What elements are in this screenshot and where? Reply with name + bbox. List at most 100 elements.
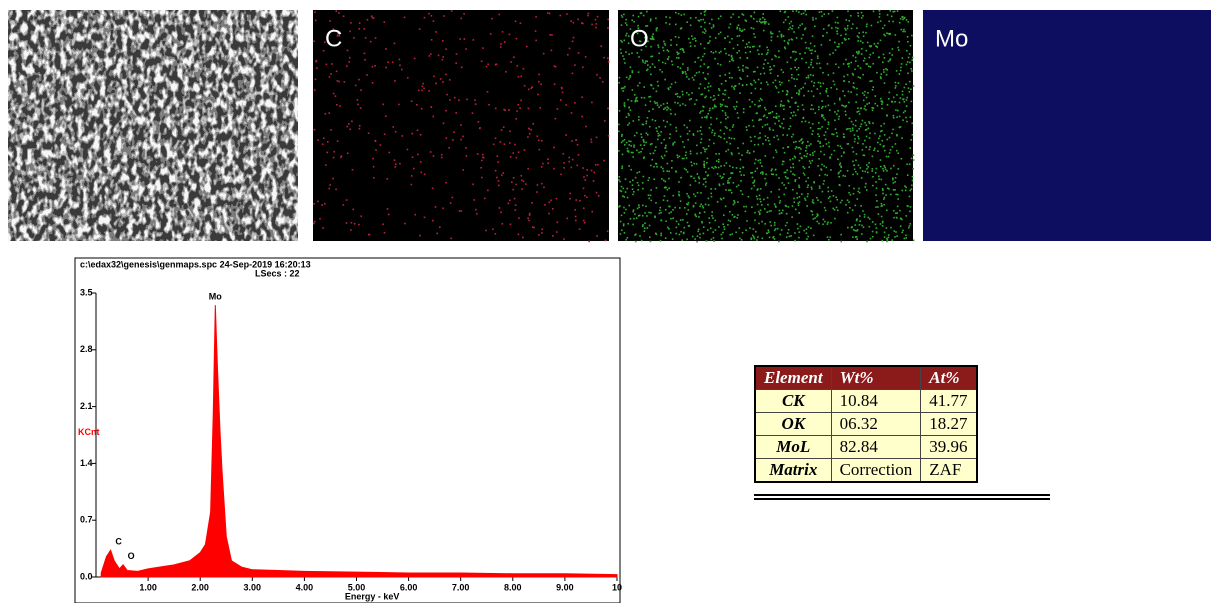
map-dot [779, 103, 782, 106]
map-dot [814, 50, 817, 53]
map-dot [810, 52, 813, 55]
map-dot [809, 49, 811, 52]
map-dot [840, 233, 842, 236]
map-dot [695, 16, 697, 19]
map-dot [586, 174, 588, 177]
map-dot [346, 49, 349, 52]
map-dot [846, 169, 849, 172]
map-dot [883, 57, 886, 59]
map-dot [453, 131, 455, 133]
map-dot [744, 210, 747, 213]
map-dot [335, 188, 337, 191]
map-dot [679, 27, 682, 30]
map-dot [849, 130, 852, 132]
map-dot [891, 54, 894, 56]
map-dot [413, 57, 416, 60]
map-dot [655, 187, 658, 189]
map-dot [900, 28, 903, 31]
map-dot [879, 130, 882, 133]
map-dot [711, 214, 713, 217]
map-dot [487, 63, 489, 66]
map-dot [766, 196, 769, 199]
map-dot [677, 223, 680, 225]
map-dot [861, 170, 864, 172]
map-dot [750, 27, 753, 29]
map-dot [894, 143, 897, 145]
map-dot [880, 77, 882, 80]
map-dot [574, 102, 576, 104]
map-dot [500, 211, 502, 214]
map-dot [382, 103, 385, 106]
map-dot [731, 57, 734, 60]
map-dot [681, 218, 684, 221]
map-dot [756, 203, 759, 206]
map-dot [556, 108, 559, 110]
map-dot [764, 21, 766, 24]
map-dot [666, 120, 668, 123]
map-dot [849, 127, 851, 130]
map-dot [482, 156, 484, 159]
map-dot [687, 195, 690, 197]
map-dot [827, 24, 830, 27]
map-dot [733, 88, 736, 90]
map-dot [727, 148, 730, 151]
map-dot [886, 237, 888, 240]
spectrum-area [100, 305, 618, 578]
map-dot [707, 145, 710, 147]
map-dot [750, 172, 752, 174]
map-dot [861, 41, 864, 44]
map-dot [719, 129, 722, 132]
map-dot [542, 52, 545, 55]
map-dot [881, 101, 884, 104]
map-dot [773, 203, 776, 205]
map-dot [561, 87, 563, 90]
map-dot [820, 44, 823, 46]
map-dot [703, 166, 706, 169]
map-dot [452, 139, 454, 141]
map-dot [705, 181, 707, 183]
map-dot [750, 140, 753, 142]
map-dot [908, 53, 911, 55]
map-dot [804, 52, 806, 54]
map-dot [672, 217, 674, 220]
map-dot [816, 88, 819, 90]
y-tick-label: 2.1 [80, 401, 93, 411]
map-dot [805, 47, 808, 49]
map-dot [736, 217, 739, 219]
map-dot [509, 130, 511, 133]
map-dot [621, 167, 623, 170]
map-dot [792, 133, 795, 136]
map-dot [643, 141, 645, 143]
map-dot [635, 132, 638, 134]
map-dot [860, 17, 863, 19]
map-dot [854, 138, 856, 140]
map-dot [653, 100, 656, 103]
map-dot [794, 180, 796, 182]
map-dot [499, 141, 502, 143]
value-cell: ZAF [920, 458, 978, 483]
map-dot [827, 190, 830, 193]
map-dot [720, 165, 722, 167]
map-dot [497, 180, 500, 182]
map-dot [632, 223, 634, 226]
map-dot [621, 165, 624, 168]
map-dot [756, 167, 759, 170]
map-dot [317, 139, 319, 141]
map-dot [502, 126, 505, 128]
map-dot [865, 146, 867, 149]
map-dot [875, 227, 878, 230]
map-dot [868, 122, 871, 125]
map-dot [330, 73, 332, 75]
map-dot [782, 127, 785, 129]
map-dot [714, 57, 716, 60]
map-dot [866, 41, 869, 44]
map-dot [669, 16, 671, 19]
map-dot [866, 23, 868, 26]
map-dot [724, 93, 726, 96]
map-dot [857, 36, 860, 39]
map-dot [789, 158, 791, 161]
map-dot [597, 163, 599, 166]
map-dot [794, 208, 797, 211]
map-dot [730, 152, 733, 154]
map-dot [796, 92, 798, 94]
